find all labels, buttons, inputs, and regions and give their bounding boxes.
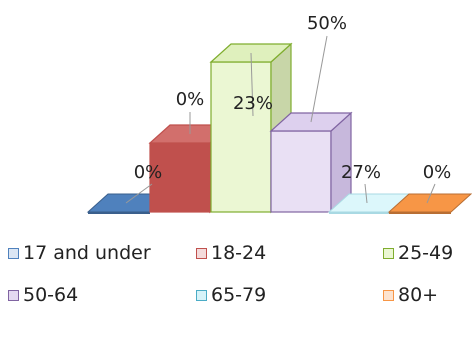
value-label-25-49: 23% [233, 93, 273, 114]
bar-front-18-24 [149, 142, 211, 213]
bar-flat-edge-17-and-under [88, 212, 150, 214]
legend-item-65-79: 65-79 [196, 284, 266, 306]
legend-swatch-65-79 [196, 289, 207, 301]
legend-swatch-50-64 [8, 289, 19, 301]
legend-label-50-64: 50-64 [23, 284, 79, 306]
legend-item-18-24: 18-24 [196, 242, 266, 264]
value-label-65-79: 27% [341, 162, 381, 183]
legend-label-65-79: 65-79 [211, 284, 267, 306]
legend-item-25-49: 25-49 [383, 242, 453, 264]
bar-front-50-64 [270, 130, 332, 213]
leader-line-80- [426, 183, 436, 204]
bar-50-64 [269, 111, 353, 214]
bars-group [86, 42, 472, 214]
leader-line-50-64 [310, 35, 328, 123]
legend-item-80-: 80+ [383, 284, 438, 306]
bar-65-79 [327, 193, 413, 214]
legend-swatch-18-24 [196, 247, 207, 259]
value-label-17-and-under: 0% [134, 162, 163, 183]
legend-label-80-: 80+ [398, 284, 439, 306]
legend-item-50-64: 50-64 [8, 284, 78, 306]
legend: 17 and under 18-24 25-49 50-64 65-79 80+ [0, 228, 472, 338]
legend-label-17-and-under: 17 and under [23, 242, 151, 264]
value-labels-group: 0% 0% 23% 50% 27% 0% [134, 13, 452, 183]
legend-item-17-and-under: 17 and under [8, 242, 151, 264]
value-label-18-24: 0% [176, 89, 205, 110]
bar-flat-edge-65-79 [329, 212, 391, 214]
bar-flat-edge-80- [389, 212, 451, 214]
value-label-50-64: 50% [307, 13, 347, 34]
legend-swatch-80- [383, 289, 394, 301]
leader-line-25-49 [250, 52, 254, 117]
leader-line-17-and-under [125, 183, 153, 204]
leader-line-65-79 [364, 183, 368, 204]
legend-swatch-17-and-under [8, 247, 19, 259]
leader-lines-group [125, 35, 436, 204]
bar-80- [387, 193, 472, 214]
legend-label-25-49: 25-49 [398, 242, 454, 264]
legend-label-18-24: 18-24 [211, 242, 267, 264]
bar-front-25-49 [210, 61, 272, 213]
legend-swatch-25-49 [383, 247, 394, 259]
value-label-80-: 0% [423, 162, 452, 183]
